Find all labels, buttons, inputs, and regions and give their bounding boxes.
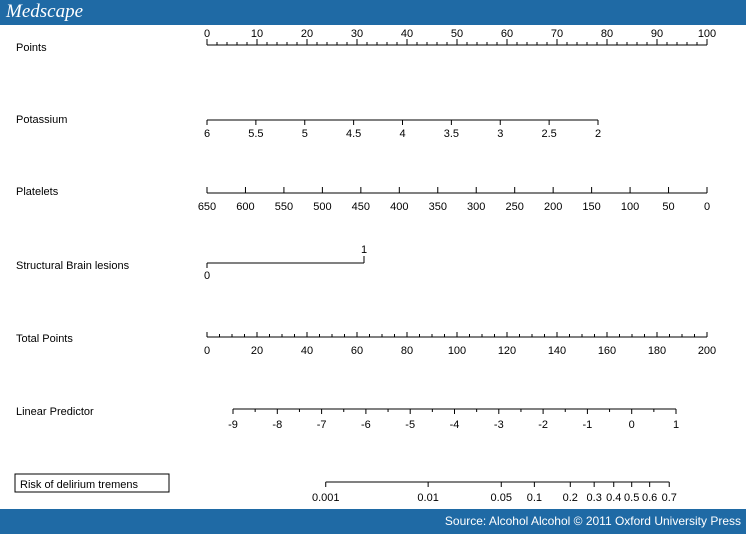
scale-label: Structural Brain lesions [16, 260, 130, 272]
scale-label: Total Points [16, 333, 73, 345]
tick-label: -8 [272, 419, 282, 431]
tick-label: 50 [451, 28, 463, 40]
tick-label: 40 [301, 345, 313, 357]
tick-label: 0.6 [642, 492, 657, 504]
tick-label: 1 [673, 419, 679, 431]
tick-label: 450 [352, 201, 370, 213]
tick-label: 0 [629, 419, 635, 431]
tick-label: 300 [467, 201, 485, 213]
scale-label: Linear Predictor [16, 406, 94, 418]
tick-label: 20 [251, 345, 263, 357]
tick-label: 0 [704, 201, 710, 213]
tick-label: -9 [228, 419, 238, 431]
tick-label: 4.5 [346, 128, 361, 140]
tick-label: 0 [204, 28, 210, 40]
tick-label: 60 [351, 345, 363, 357]
category-label: 1 [361, 244, 367, 256]
label-box [14, 473, 170, 493]
tick-label: 120 [498, 345, 516, 357]
tick-label: 350 [429, 201, 447, 213]
tick-label: 0.01 [417, 492, 438, 504]
tick-label: 90 [651, 28, 663, 40]
tick-label: 0.3 [587, 492, 602, 504]
tick-label: 400 [390, 201, 408, 213]
tick-label: 150 [582, 201, 600, 213]
tick-label: 3 [497, 128, 503, 140]
tick-label: 3.5 [444, 128, 459, 140]
tick-label: 5 [302, 128, 308, 140]
scale-label: Potassium [16, 114, 67, 126]
tick-label: 6 [204, 128, 210, 140]
tick-label: 100 [621, 201, 639, 213]
tick-label: -4 [450, 419, 460, 431]
tick-label: 80 [401, 345, 413, 357]
tick-label: 0.4 [606, 492, 621, 504]
tick-label: 40 [401, 28, 413, 40]
tick-label: 550 [275, 201, 293, 213]
tick-label: 200 [698, 345, 716, 357]
tick-label: -7 [317, 419, 327, 431]
tick-label: 100 [448, 345, 466, 357]
scale-label: Points [16, 42, 47, 54]
tick-label: 2 [595, 128, 601, 140]
scale-label: Platelets [16, 186, 59, 198]
source-citation: Source: Alcohol Alcohol © 2011 Oxford Un… [444, 514, 741, 528]
tick-label: 5.5 [248, 128, 263, 140]
tick-label: 30 [351, 28, 363, 40]
bottom-banner: Source: Alcohol Alcohol © 2011 Oxford Un… [0, 509, 746, 534]
medscape-logo: Medscape [6, 1, 84, 22]
tick-label: 2.5 [541, 128, 556, 140]
tick-label: 650 [198, 201, 216, 213]
tick-label: 4 [399, 128, 405, 140]
tick-label: 0.05 [491, 492, 512, 504]
tick-label: 80 [601, 28, 613, 40]
tick-label: -3 [494, 419, 504, 431]
tick-label: 0.7 [662, 492, 677, 504]
tick-label: -2 [538, 419, 548, 431]
tick-label: 10 [251, 28, 263, 40]
tick-label: 60 [501, 28, 513, 40]
tick-label: 140 [548, 345, 566, 357]
tick-label: 180 [648, 345, 666, 357]
tick-label: 250 [506, 201, 524, 213]
tick-label: 500 [313, 201, 331, 213]
tick-label: 0 [204, 345, 210, 357]
tick-label: 70 [551, 28, 563, 40]
tick-label: 20 [301, 28, 313, 40]
tick-label: 0.2 [563, 492, 578, 504]
tick-label: 100 [698, 28, 716, 40]
tick-label: 600 [236, 201, 254, 213]
top-banner: Medscape [0, 0, 746, 25]
tick-label: 50 [662, 201, 674, 213]
tick-label: -1 [583, 419, 593, 431]
tick-label: 0.001 [312, 492, 340, 504]
tick-label: -6 [361, 419, 371, 431]
scale-label-boxed: Risk of delirium tremens [20, 479, 138, 491]
tick-label: 160 [598, 345, 616, 357]
tick-label: 0.5 [624, 492, 639, 504]
tick-label: 200 [544, 201, 562, 213]
tick-label: -5 [405, 419, 415, 431]
category-label: 0 [204, 270, 210, 282]
tick-label: 0.1 [527, 492, 542, 504]
